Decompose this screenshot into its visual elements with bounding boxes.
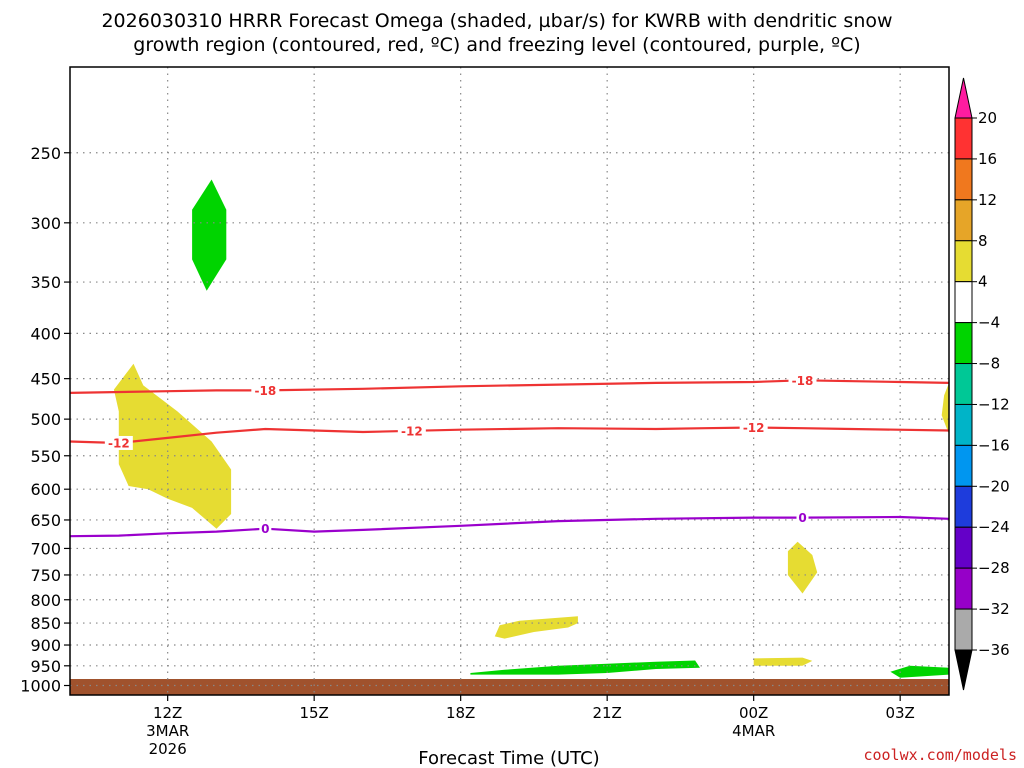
contour-label-bg	[104, 435, 133, 450]
colorbar-segment	[954, 526, 973, 569]
y-tick-label-700: 700	[30, 539, 61, 558]
y-tick-label-550: 550	[30, 447, 61, 466]
colorbar-segment	[954, 240, 973, 283]
colorbar-segment	[954, 117, 973, 160]
shaded-region-ascent-low-main	[470, 660, 700, 675]
colorbar-segment	[954, 403, 973, 446]
colorbar-segment	[954, 363, 973, 405]
contour-label-bg	[397, 423, 426, 438]
y-tick-label-300: 300	[30, 214, 61, 233]
contour-label-dgz--12: -12	[743, 421, 765, 435]
colorbar-segment	[954, 158, 973, 201]
colorbar-segment	[954, 281, 973, 324]
colorbar-label-12: 12	[978, 191, 997, 209]
colorbar-label--20: −20	[978, 477, 1010, 495]
contour-dgz--12	[69, 426, 950, 445]
colorbar-label-8: 8	[978, 232, 988, 250]
shaded-region-descent-low-19z	[494, 616, 578, 639]
colorbar-segment	[954, 444, 973, 487]
contour-label-bg	[788, 373, 817, 388]
colorbar-segment	[954, 485, 973, 528]
colorbar-segment	[954, 608, 973, 651]
shaded-region-descent-near-00z	[787, 541, 818, 594]
contour-label-dgz--18: -18	[254, 384, 276, 398]
colorbar-bottom-arrow	[954, 649, 973, 691]
ground-band	[70, 679, 949, 695]
shaded-region-descent-right-edge	[941, 382, 949, 435]
contour-label-dgz--18: -18	[792, 374, 814, 388]
contour-freezing-0	[69, 515, 950, 538]
contour-label-bg	[259, 521, 272, 536]
y-tick-label-400: 400	[30, 324, 61, 343]
x-tick-sublabel-4MAR: 4MAR	[732, 722, 775, 740]
shaded-region-descent-midlevel	[113, 363, 232, 529]
y-tick-label-500: 500	[30, 410, 61, 429]
y-tick-label-650: 650	[30, 511, 61, 530]
colorbar: 20 16 12 8 4 −4 −8 −12 −16 −20 −24 −28 −32 −36	[954, 77, 1010, 691]
colorbar-label--12: −12	[978, 395, 1010, 413]
contour-label-freezing-0: 0	[261, 522, 269, 536]
y-axis: 250 300 350 400 450 500 550 600 650 700 750 800 850 9…	[20, 144, 70, 696]
y-tick-label-800: 800	[30, 591, 61, 610]
x-tick-label-15Z: 15Z	[299, 704, 328, 722]
colorbar-label--16: −16	[978, 436, 1010, 454]
y-tick-label-450: 450	[30, 370, 61, 389]
x-axis-title: Forecast Time (UTC)	[418, 748, 599, 768]
x-tick-sublabel-3MAR: 3MAR	[146, 722, 189, 740]
contour-dgz--18	[69, 379, 950, 394]
x-tick-label-12Z: 12Z	[153, 704, 182, 722]
y-tick-label-1000: 1000	[20, 677, 61, 696]
colorbar-label-4: 4	[978, 273, 988, 291]
colorbar-label--4: −4	[978, 314, 1000, 332]
colorbar-segment	[954, 567, 973, 610]
x-tick-label-18Z: 18Z	[446, 704, 475, 722]
y-tick-label-600: 600	[30, 480, 61, 499]
contour-label-bg	[251, 383, 280, 398]
y-tick-label-950: 950	[30, 657, 61, 676]
credit-text: coolwx.com/models	[863, 746, 1017, 764]
colorbar-label--24: −24	[978, 518, 1010, 536]
contour-label-dgz--12: -12	[401, 424, 423, 438]
y-tick-label-250: 250	[30, 144, 61, 163]
shaded-region-ascent-low-01z-area	[890, 665, 949, 678]
contour-label-bg	[796, 510, 809, 525]
y-tick-label-850: 850	[30, 614, 61, 633]
x-tick-label-03Z: 03Z	[885, 704, 914, 722]
shaded-region-descent-low-01z	[753, 657, 813, 666]
plot-area: -18 -18 -12 -12 -12 0 0	[69, 67, 950, 695]
shaded-region-ascent-upper	[192, 179, 227, 291]
chart-title-line2: growth region (contoured, red, ºC) and f…	[133, 34, 860, 56]
colorbar-label--8: −8	[978, 355, 1000, 373]
y-tick-label-350: 350	[30, 273, 61, 292]
x-tick-label-21Z: 21Z	[592, 704, 621, 722]
colorbar-label--36: −36	[978, 641, 1010, 659]
x-tick-sublabel-2026: 2026	[149, 740, 187, 758]
colorbar-segment	[954, 322, 973, 365]
colorbar-segment	[954, 199, 973, 242]
x-tick-label-00Z: 00Z	[739, 704, 768, 722]
colorbar-top-arrow	[954, 77, 973, 119]
contour-label-freezing-0: 0	[798, 511, 806, 525]
colorbar-label-20: 20	[978, 109, 997, 127]
chart-title-line1: 2026030310 HRRR Forecast Omega (shaded, …	[101, 10, 892, 32]
y-tick-label-900: 900	[30, 636, 61, 655]
colorbar-label--28: −28	[978, 559, 1010, 577]
contour-label-dgz--12: -12	[108, 436, 130, 450]
colorbar-label-16: 16	[978, 150, 997, 168]
y-tick-label-750: 750	[30, 566, 61, 585]
colorbar-label--32: −32	[978, 600, 1010, 618]
plot-frame	[69, 66, 950, 696]
contour-label-bg	[739, 420, 768, 435]
